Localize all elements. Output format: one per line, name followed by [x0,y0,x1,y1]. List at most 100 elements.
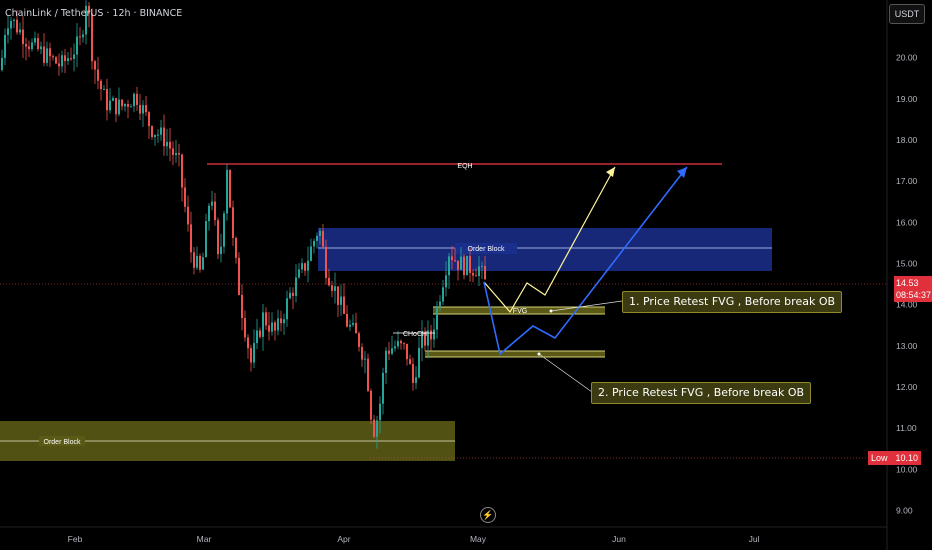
candle-body [235,237,237,258]
candle-body [202,257,204,270]
fvg-zone-lower[interactable] [425,351,605,357]
order-block-zone-top[interactable] [318,228,772,271]
candle-body [106,89,108,111]
time-axis[interactable]: Feb Mar Apr May Jun Jul [68,534,760,544]
low-value: 10.10 [895,453,919,463]
candle-body [382,372,384,404]
choch-label: CHoCH [403,331,427,338]
candle-body [175,153,177,156]
candle-body [196,255,198,268]
candle-body [403,343,405,345]
candle-body [346,313,348,327]
projection-arrow-yellow [606,167,615,177]
candle-body [154,134,156,138]
candle-body [94,61,96,70]
candle-body [370,390,372,420]
fvg-zone-upper[interactable] [433,307,605,314]
order-block-label-bg [455,243,517,254]
price-tick-label: 14.00 [896,300,918,310]
candle-body [328,277,330,286]
candle-body [415,377,417,383]
candle-body [76,36,78,55]
candle-body [448,256,450,276]
candle-body [190,224,192,253]
candle-body [232,207,234,238]
projection-path-yellow[interactable] [483,166,616,314]
candle-body [109,100,111,111]
callout-1-connector [550,300,623,312]
price-tick-label: 12.00 [896,382,918,392]
callout-2-connector [538,353,593,393]
candle-body [358,333,360,347]
candle-body [307,260,309,271]
candle-body [424,331,426,346]
candle-body [406,343,408,360]
candle-body [325,246,327,278]
price-tick-label: 17.00 [896,176,918,186]
candle-body [163,127,165,147]
current-price-badge: 14.53 08:54:37 [894,276,932,302]
candle-body [298,269,300,278]
price-axis[interactable]: 21.0020.0019.0018.0017.0016.0015.0014.00… [896,11,918,515]
candle-body [70,58,72,60]
time-tick-label: Feb [68,534,83,544]
lightning-icon[interactable]: ⚡ [480,507,496,523]
candle-body [280,318,282,324]
candle-body [61,55,63,67]
candle-body [31,42,33,50]
candle-body [226,169,228,214]
candle-body [1,57,3,70]
candle-body [130,106,132,108]
candle-body [100,80,102,90]
time-tick-label: Jun [612,534,626,544]
candle-body [229,169,231,208]
candle-body [394,346,396,349]
candle-body [373,419,375,437]
candle-body [427,330,429,346]
candle-body [400,340,402,344]
symbol-title[interactable]: ChainLink / TetherUS · 12h · BINANCE [5,8,183,19]
callout-2[interactable]: 2. Price Retest FVG , Before break OB [591,382,812,404]
currency-button[interactable]: USDT [889,4,925,24]
current-price-value: 14.53 [896,278,919,288]
candle-body [430,330,432,340]
candle-body [466,255,468,276]
candle-body [28,46,30,50]
callout-1[interactable]: 1. Price Retest FVG , Before break OB [622,291,843,313]
candle-body [82,34,84,38]
candle-body [376,420,378,437]
candle-body [451,256,453,261]
candle-body [283,319,285,324]
candle-body [22,29,24,45]
candle-body [259,330,261,337]
candle-body [214,201,216,221]
callout-2-anchor [537,352,541,356]
candle-body [277,318,279,331]
candle-body [349,324,351,327]
candle-body [136,93,138,105]
candle-body [13,19,15,21]
candle-body [37,38,39,50]
candle-body [52,56,54,58]
candle-body [40,46,42,50]
candle-body [367,358,369,391]
candle-body [352,322,354,325]
candle-body [319,230,321,236]
price-tick-label: 18.00 [896,135,918,145]
candle-body [46,48,48,63]
candle-body [469,255,471,273]
projection-path-blue[interactable] [483,166,688,356]
price-tick-label: 9.00 [896,506,913,516]
candle-body [361,346,363,360]
candle-body [43,46,45,63]
candle-body [457,260,459,270]
candle-body [409,359,411,365]
candle-body [391,348,393,354]
candle-body [436,306,438,330]
candle-body [271,322,273,332]
time-tick-label: Jul [749,534,760,544]
candle-body [379,403,381,421]
candle-body [475,275,477,277]
candle-body [25,44,27,47]
